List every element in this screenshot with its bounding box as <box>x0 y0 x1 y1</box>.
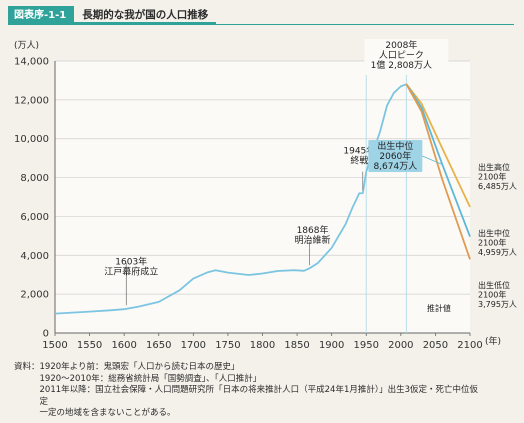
y-tick-label: 4,000 <box>20 251 49 262</box>
annotation-war: 1945年 <box>343 144 375 156</box>
plot-area <box>55 61 470 333</box>
y-tick-label: 8,000 <box>20 173 49 184</box>
annotation-low-2100: 2100年 <box>478 290 506 300</box>
note-line: 定 <box>14 396 49 407</box>
figure-title: 長期的な我が国の人口推移 <box>74 6 217 24</box>
annotation-low-2100: 出生低位 <box>478 280 510 290</box>
x-tick-label: 1850 <box>284 340 309 351</box>
source-notes: 資料：1920年より前：鬼頭宏「人口から読む日本の歴史」 1920～2010年：… <box>14 362 514 420</box>
annotation-low-2100: 3,795万人 <box>478 300 517 309</box>
annotation-edo: 江戸幕府成立 <box>104 266 158 278</box>
x-tick-label: 1550 <box>77 340 102 351</box>
y-tick-label: 12,000 <box>14 95 49 106</box>
note-line: 一定の地域を含まないことがある。 <box>14 408 176 418</box>
annotation-mid-2060: 出生中位 <box>377 140 413 152</box>
annotation-meiji: 明治維新 <box>295 234 331 246</box>
header-divider <box>8 24 514 25</box>
y-tick-label: 0 <box>43 329 49 340</box>
annotation-peak: 2008年 <box>385 39 417 51</box>
x-axis-unit: (年) <box>485 337 502 347</box>
figure-number-badge: 図表序-1-1 <box>8 6 75 24</box>
y-tick-label: 2,000 <box>20 290 49 301</box>
x-tick-label: 1900 <box>319 340 344 351</box>
annotation-peak: 人口ピーク <box>379 50 424 61</box>
y-axis-unit: (万人) <box>14 41 40 51</box>
annotation-edo: 1603年 <box>115 256 147 268</box>
peak-label-bg <box>364 39 449 75</box>
annotation-high-2100: 6,485万人 <box>478 182 517 191</box>
x-tick-label: 1500 <box>42 340 67 351</box>
series-line <box>405 83 471 260</box>
annotation-mid-2100: 2100年 <box>478 238 506 248</box>
x-tick-label: 1800 <box>250 340 275 351</box>
population-chart: 0 2,000 4,000 6,000 8,000 10,000 12,000 14,000 1… <box>14 39 517 351</box>
x-tick-label: 1700 <box>181 340 206 351</box>
x-tick-label: 1600 <box>111 340 136 351</box>
annotation-mid-2100: 出生中位 <box>478 228 510 238</box>
note-line: 資料：1920年より前：鬼頭宏「人口から読む日本の歴史」 <box>14 362 240 372</box>
series-line <box>405 83 471 238</box>
small-note: 推計値 <box>427 303 451 313</box>
projection-box <box>368 140 423 173</box>
x-tick-label: 1650 <box>146 340 171 351</box>
annotation-mid-2060: 8,674万人 <box>373 161 417 172</box>
x-tick-label: 2050 <box>423 340 448 351</box>
x-tick-label: 2100 <box>457 340 482 351</box>
y-tick-label: 14,000 <box>14 57 49 68</box>
annotation-peak: 1億 2,808万人 <box>371 59 432 71</box>
callout-line <box>422 155 443 165</box>
annotation-mid-2100: 4,959万人 <box>478 248 517 257</box>
annotation-mid-2060: 2060年 <box>379 150 411 162</box>
note-line: 2011年以降：国立社会保障・人口問題研究所「日本の将来推計人口（平成24年1月… <box>14 385 479 395</box>
annotation-high-2100: 2100年 <box>478 172 506 182</box>
annotation-high-2100: 出生高位 <box>478 162 510 172</box>
figure-header: 図表序-1-1 長期的な我が国の人口推移 <box>8 6 217 24</box>
x-tick-label: 1950 <box>354 340 379 351</box>
x-tick-label: 1750 <box>215 340 240 351</box>
y-tick-label: 10,000 <box>14 134 49 145</box>
annotation-meiji: 1868年 <box>297 224 329 236</box>
x-tick-label: 2000 <box>388 340 413 351</box>
y-tick-label: 6,000 <box>20 212 49 223</box>
note-line: 1920～2010年：総務省統計局「国勢調査」、「人口推計」 <box>14 373 262 384</box>
series-line <box>405 83 471 208</box>
annotation-war: 終戦 <box>350 154 368 166</box>
